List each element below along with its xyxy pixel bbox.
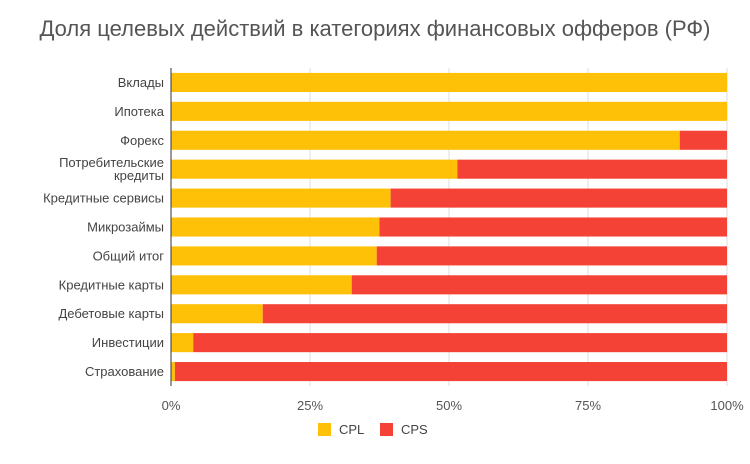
category-label: Инвестиции: [92, 335, 164, 350]
x-tick-label: 25%: [297, 398, 323, 413]
category-label: Кредитные карты: [59, 277, 164, 292]
category-label: Страхование: [85, 364, 164, 379]
bar-segment-cpl: [171, 159, 458, 179]
x-tick-label: 50%: [436, 398, 462, 413]
category-label: Вклады: [118, 75, 164, 90]
bar-segment-cpl: [171, 217, 380, 237]
category-label: Потребительские кредиты: [59, 155, 164, 183]
bars: [171, 72, 728, 382]
bar-segment-cpl: [171, 246, 377, 266]
bar-segment-cpl: [171, 130, 680, 150]
category-labels: Вклады Ипотека Форекс Потребительские кредит…: [43, 75, 165, 379]
bar-segment-cps: [379, 217, 727, 237]
category-label: Форекс: [120, 133, 164, 148]
x-tick-label: 0%: [162, 398, 181, 413]
bar-segment-cps: [193, 333, 728, 353]
bar-segment-cpl: [171, 275, 352, 295]
chart-title: Доля целевых действий в категориях финан…: [39, 16, 711, 41]
category-label: Общий итог: [93, 248, 165, 263]
bar-segment-cps: [262, 304, 727, 324]
bar-segment-cpl: [171, 188, 391, 208]
bar-segment-cps: [351, 275, 727, 295]
bar-segment-cps: [679, 130, 727, 150]
legend-swatch-cpl: [318, 423, 331, 436]
bar-segment-cps: [390, 188, 727, 208]
bar-segment-cpl: [171, 304, 263, 324]
bar-segment-cpl: [171, 362, 175, 382]
x-tick-label: 75%: [575, 398, 601, 413]
bar-segment-cpl: [171, 333, 194, 353]
legend-label-cps: CPS: [401, 422, 428, 437]
bar-segment-cpl: [171, 72, 727, 92]
legend-swatch-cps: [380, 423, 393, 436]
legend: CPL CPS: [318, 422, 428, 437]
category-label: Кредитные сервисы: [43, 191, 164, 206]
category-label: Ипотека: [114, 104, 164, 119]
bar-segment-cps: [457, 159, 727, 179]
category-label: Микрозаймы: [87, 220, 164, 235]
legend-label-cpl: CPL: [339, 422, 364, 437]
bar-segment-cpl: [171, 101, 727, 121]
category-label: Дебетовые карты: [58, 306, 164, 321]
x-tick-label: 100%: [710, 398, 744, 413]
bar-segment-cps: [376, 246, 727, 266]
x-tick-labels: 0% 25% 50% 75% 100%: [162, 398, 744, 413]
bar-segment-cps: [174, 362, 728, 382]
